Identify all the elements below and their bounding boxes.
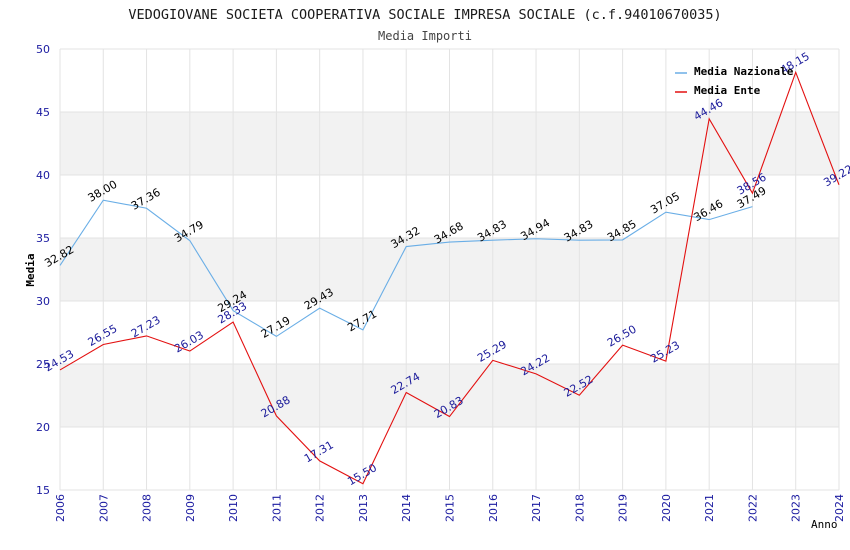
x-tick-label: 2020 [660, 494, 673, 522]
legend: Media Nazionale Media Ente [675, 65, 794, 97]
x-tick-label: 2007 [97, 494, 110, 522]
y-tick-label: 15 [36, 484, 50, 497]
y-tick-label: 20 [36, 421, 50, 434]
y-axis-label: Media [24, 253, 37, 286]
chart-title: VEDOGIOVANE SOCIETA COOPERATIVA SOCIALE … [128, 7, 721, 23]
x-tick-label: 2019 [617, 494, 630, 522]
x-tick-label: 2012 [314, 494, 327, 522]
x-tick-label: 2023 [790, 494, 803, 522]
series-lines [59, 70, 840, 485]
x-tick-label: 2009 [184, 494, 197, 522]
x-tick-label: 2010 [227, 494, 240, 522]
x-tick-label: 2006 [54, 494, 67, 522]
x-tick-label: 2021 [703, 494, 716, 522]
legend-label-media-ente: Media Ente [694, 84, 761, 97]
x-tick-label: 2018 [573, 494, 586, 522]
x-tick-label: 2016 [487, 494, 500, 522]
x-tick-label: 2013 [357, 494, 370, 522]
x-tick-labels: 2006 2007 2008 2009 2010 2011 2012 2013 2014 2015… [54, 494, 846, 522]
y-tick-label: 35 [36, 232, 50, 245]
y-tick-label: 50 [36, 43, 50, 56]
x-tick-label: 2022 [746, 494, 759, 522]
x-tick-label: 2017 [530, 494, 543, 522]
grid-lines [59, 48, 840, 491]
x-tick-label: 2015 [444, 494, 457, 522]
y-tick-label: 45 [36, 106, 50, 119]
legend-label-media-nazionale: Media Nazionale [694, 65, 794, 78]
y-tick-label: 40 [36, 169, 50, 182]
series-line-media-ente [59, 70, 840, 485]
x-tick-label: 2008 [141, 494, 154, 522]
y-tick-label: 30 [36, 295, 50, 308]
y-tick-label: 25 [36, 358, 50, 371]
x-tick-label: 2014 [400, 494, 413, 522]
x-tick-label: 2024 [833, 494, 846, 522]
x-axis-label: Anno [811, 518, 838, 531]
y-tick-labels: 15 20 25 30 35 40 45 50 [36, 43, 50, 497]
chart-subtitle: Media Importi [378, 29, 472, 43]
x-tick-label: 2011 [270, 494, 283, 522]
series-line-media-nazionale [59, 199, 753, 338]
